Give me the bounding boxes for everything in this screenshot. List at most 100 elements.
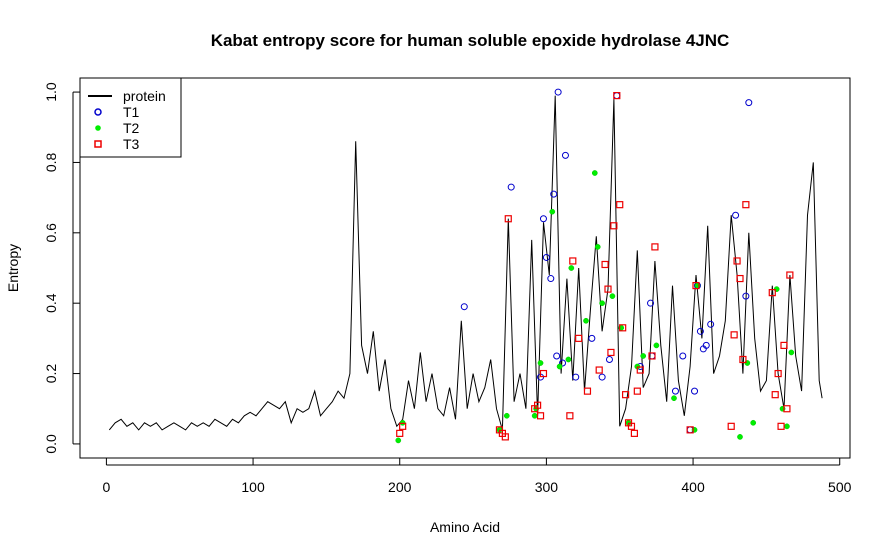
T2-point-4 (531, 412, 538, 419)
y-tick-label-3: 0.6 (43, 223, 59, 243)
T3-point-1 (399, 422, 407, 430)
T3-point-9 (539, 369, 548, 378)
T3-point-8 (536, 412, 545, 420)
T1-point-24 (696, 327, 704, 335)
T1-point-3 (539, 215, 547, 223)
y-tick-label-1: 0.2 (43, 364, 59, 384)
T3-point-26 (633, 387, 641, 395)
T1-point-19 (671, 387, 679, 395)
T2-point-13 (594, 244, 601, 250)
T2-point-29 (784, 423, 790, 430)
T2-point-15 (609, 293, 616, 299)
x-tick-label-200: 200 (388, 479, 412, 495)
T1-point-10 (561, 151, 569, 159)
T1-point-26 (702, 341, 710, 349)
T2-point-7 (549, 208, 556, 215)
T1-point-13 (598, 373, 606, 381)
T3-point-34 (733, 257, 741, 265)
T3-point-16 (604, 285, 612, 293)
T1-point-14 (605, 355, 613, 363)
chart-title: Kabat entropy score for human soluble ep… (211, 31, 730, 50)
T1-point-5 (547, 275, 555, 283)
T1-point-11 (572, 373, 580, 381)
T2-point-6 (537, 360, 544, 366)
T3-point-42 (780, 341, 788, 350)
protein-line (108, 95, 823, 431)
legend-swatch-T3 (94, 140, 102, 148)
T2-point-8 (556, 363, 563, 370)
T3-point-25 (630, 429, 639, 437)
T2-point-14 (599, 300, 605, 307)
T1-point-0 (460, 303, 468, 311)
T1-point-28 (732, 211, 740, 219)
x-tick-label-100: 100 (241, 479, 265, 495)
T3-point-41 (777, 422, 785, 430)
y-tick-label-0: 0.0 (43, 434, 59, 454)
T3-point-31 (692, 281, 700, 290)
legend-box (79, 77, 182, 158)
legend-label-protein: protein (123, 88, 166, 104)
marker-series (395, 88, 795, 444)
T3-point-22 (621, 391, 630, 399)
x-tick-label-500: 500 (828, 479, 852, 495)
T3-point-19 (613, 91, 621, 100)
protein-series (108, 95, 823, 431)
T1-point-30 (745, 99, 753, 107)
x-axis-label: Amino Acid (430, 519, 500, 535)
plot-frame (79, 77, 851, 459)
T3-point-39 (771, 391, 779, 399)
T3-point-24 (627, 422, 636, 430)
T1-point-29 (742, 292, 750, 300)
T3-point-10 (566, 412, 574, 420)
T1-point-1 (507, 183, 515, 191)
T2-point-10 (568, 265, 575, 271)
T1-point-27 (707, 320, 715, 328)
y-tick-label-2: 0.4 (43, 293, 59, 313)
T3-point-15 (601, 260, 609, 269)
T1-point-15 (613, 92, 621, 100)
T3-point-18 (610, 222, 618, 230)
legend-label-T1: T1 (123, 104, 140, 120)
legend-label-T3: T3 (123, 136, 140, 152)
T3-point-40 (774, 369, 782, 378)
T3-point-12 (575, 334, 583, 342)
T1-point-6 (550, 190, 558, 198)
T3-point-28 (648, 352, 656, 360)
T3-point-32 (727, 422, 735, 430)
T2-point-11 (583, 317, 589, 324)
y-tick-label-5: 1.0 (43, 82, 59, 102)
T3-point-29 (651, 243, 659, 251)
T2-point-20 (653, 342, 660, 349)
legend-label-T2: T2 (123, 120, 140, 136)
T3-point-37 (742, 201, 750, 209)
legend-swatch-T2 (95, 125, 101, 131)
T3-point-27 (636, 366, 644, 374)
T2-point-24 (737, 434, 743, 440)
T3-point-17 (607, 348, 615, 357)
T3-point-14 (595, 366, 603, 374)
T2-point-3 (503, 412, 510, 419)
T1-point-8 (554, 88, 562, 96)
T1-point-7 (553, 352, 561, 360)
T1-point-4 (542, 253, 550, 261)
T2-point-0 (395, 437, 402, 444)
x-tick-label-300: 300 (535, 479, 559, 495)
T3-point-4 (501, 433, 509, 441)
T3-point-20 (616, 201, 624, 209)
y-tick-label-4: 0.8 (43, 153, 59, 173)
T2-point-9 (565, 356, 572, 363)
T3-point-33 (730, 331, 738, 339)
T1-point-17 (647, 299, 655, 307)
T3-point-7 (533, 401, 542, 409)
axes-group: 0 100 200 300 400 500 0.0 0.2 0.4 0.6 0.8 1.0 (43, 82, 852, 495)
T2-point-30 (788, 349, 795, 356)
x-tick-label-400: 400 (681, 479, 705, 495)
T3-point-11 (569, 257, 577, 265)
T2-point-12 (591, 170, 598, 176)
T1-point-12 (588, 334, 596, 342)
T3-point-38 (768, 289, 776, 297)
T3-point-35 (736, 274, 744, 283)
T3-point-13 (583, 387, 592, 395)
